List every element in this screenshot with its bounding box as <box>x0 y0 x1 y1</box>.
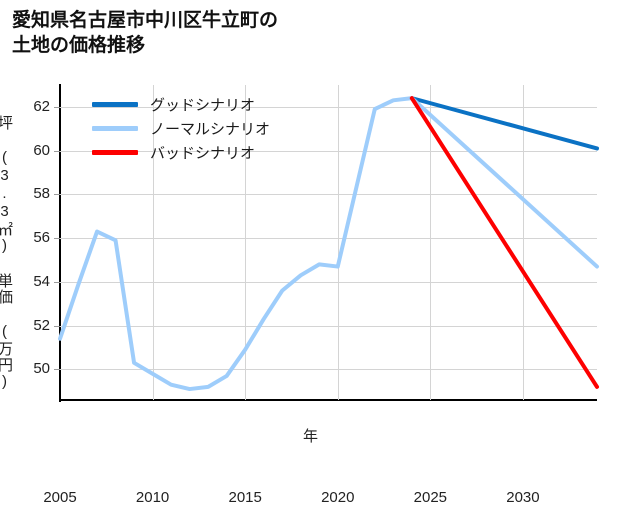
y-tick-58 <box>54 194 60 196</box>
chart-title: 愛知県名古屋市中川区牛立町の 土地の価格推移 <box>12 10 279 56</box>
x-tick-label-2015: 2015 <box>228 489 262 506</box>
y-tick-54 <box>54 281 60 283</box>
y-tick-label-52: 52 <box>33 316 50 334</box>
series-line-グッドシナリオ <box>409 96 599 151</box>
gridline-y-52 <box>60 325 597 327</box>
gridline-y-54 <box>60 281 597 283</box>
x-axis-title: 年 <box>302 428 318 445</box>
y-tick-label-54: 54 <box>33 272 50 290</box>
y-tick-label-60: 60 <box>33 141 50 159</box>
y-tick-label-56: 56 <box>33 229 50 247</box>
gridline-y-58 <box>60 194 597 196</box>
legend-item-good: グッドシナリオ <box>92 92 322 116</box>
legend: グッドシナリオ ノーマルシナリオ バッドシナリオ <box>92 92 322 164</box>
legend-item-normal: ノーマルシナリオ <box>92 116 322 140</box>
gridline-y-60 <box>60 150 597 152</box>
gridline-x-2030 <box>522 85 524 400</box>
series-line-バッドシナリオ <box>409 96 599 389</box>
chart-page: 愛知県名古屋市中川区牛立町の 土地の価格推移 坪 (3.3㎡) 単価 (万円) … <box>0 10 599 506</box>
y-tick-52 <box>54 325 60 327</box>
legend-item-bad: バッドシナリオ <box>92 140 322 164</box>
legend-swatch-bad <box>92 149 138 155</box>
legend-swatch-normal <box>92 125 138 131</box>
y-tick-label-62: 62 <box>33 97 50 115</box>
gridline-x-2015 <box>245 85 247 400</box>
gridline-y-62 <box>60 106 597 108</box>
series-lines <box>58 96 599 392</box>
x-tick-label-2005: 2005 <box>43 489 77 506</box>
gridline-y-56 <box>60 238 597 240</box>
y-axis-line <box>59 84 61 402</box>
x-tick-label-2025: 2025 <box>413 489 448 506</box>
y-tick-label-58: 58 <box>33 185 50 203</box>
legend-swatch-good <box>92 101 138 107</box>
y-tick-label-50: 50 <box>33 360 50 378</box>
series-line-ノーマルシナリオ <box>58 96 599 392</box>
gridline-y-50 <box>60 369 597 371</box>
x-tick-label-2020: 2020 <box>321 489 355 506</box>
gridline-x-2025 <box>430 85 432 400</box>
legend-label-bad: バッドシナリオ <box>150 144 256 162</box>
x-axis-line <box>59 399 597 401</box>
x-tick-label-2010: 2010 <box>135 489 170 506</box>
gridline-x-2020 <box>337 85 339 400</box>
gridline-x-2010 <box>152 85 154 400</box>
y-axis-title: 坪 (3.3㎡) 単価 (万円) <box>0 115 13 391</box>
y-tick-50 <box>54 369 60 371</box>
y-tick-56 <box>54 238 60 240</box>
y-tick-60 <box>54 150 60 152</box>
x-tick-label-2030: 2030 <box>506 489 540 506</box>
y-tick-62 <box>54 106 60 108</box>
legend-label-normal: ノーマルシナリオ <box>150 120 271 138</box>
legend-label-good: グッドシナリオ <box>150 96 256 114</box>
